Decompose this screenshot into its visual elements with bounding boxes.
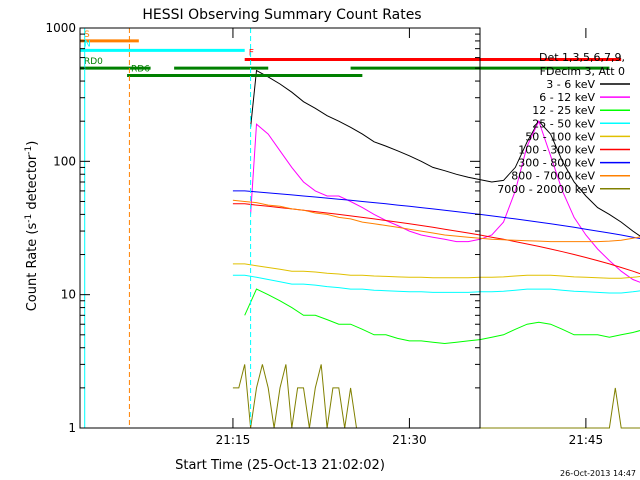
- x-tick-label: 21:15: [216, 433, 251, 447]
- timestamp: 26-Oct-2013 14:47: [560, 469, 636, 478]
- x-tick-label: 21:30: [392, 433, 427, 447]
- y-axis-label-part: detector: [25, 154, 40, 214]
- series-line-1: [250, 119, 640, 283]
- event-markers: [84, 28, 252, 428]
- legend: Det 1,3,5,6,7,9,FDecim 3, Att 03 - 6 keV…: [497, 51, 630, 196]
- series-line-8: [232, 364, 640, 429]
- flag-label: F: [249, 49, 254, 59]
- legend-label: 6 - 12 keV: [539, 91, 595, 104]
- series-line-7: [232, 199, 640, 243]
- series-line-4: [232, 263, 640, 279]
- observing-flags: SN F RD0 RD6: [80, 30, 622, 78]
- y-tick-label: 1: [68, 421, 76, 435]
- chart-title: HESSI Observing Summary Count Rates: [142, 7, 421, 23]
- legend-header: Det 1,3,5,6,7,9,: [539, 51, 625, 64]
- x-axis-label: Start Time (25-Oct-13 21:02:02): [175, 458, 385, 473]
- legend-label: 12 - 25 keV: [532, 104, 595, 117]
- y-axis-label-exponent: -1: [24, 146, 34, 155]
- legend-label: 100 - 300 keV: [518, 144, 595, 157]
- legend-label: 800 - 7000 keV: [511, 170, 595, 183]
- y-axis-label: Count Rate (s-1 detector-1): [24, 141, 40, 312]
- series-line-3: [232, 274, 640, 294]
- y-tick-label: 100: [53, 154, 76, 168]
- series-line-0: [250, 69, 640, 237]
- legend-label: 50 - 100 keV: [525, 130, 595, 143]
- y-tick-label: 1000: [45, 21, 76, 35]
- y-tick-label: 10: [61, 288, 76, 302]
- legend-label: 3 - 6 keV: [546, 78, 595, 91]
- legend-label: 7000 - 20000 keV: [497, 183, 595, 196]
- y-axis-label-part: Count Rate (s: [25, 223, 40, 312]
- flag-label: RD6: [131, 65, 150, 75]
- legend-label: 25 - 50 keV: [532, 117, 595, 130]
- series-line-5: [232, 203, 640, 275]
- series-line-6: [232, 190, 640, 239]
- legend-header: FDecim 3, Att 0: [540, 65, 625, 78]
- flag-label: RD0: [84, 57, 103, 67]
- series-line-2: [244, 288, 640, 345]
- x-tick-label: 21:45: [569, 433, 604, 447]
- y-axis-label-exponent: -1: [24, 214, 34, 223]
- legend-label: 300 - 800 keV: [518, 157, 595, 170]
- plot-frame: [79, 27, 481, 429]
- y-axis-label-part: ): [25, 141, 40, 146]
- series-layer: [232, 69, 640, 429]
- flag-label: S: [84, 30, 90, 40]
- flag-label: N: [84, 39, 91, 49]
